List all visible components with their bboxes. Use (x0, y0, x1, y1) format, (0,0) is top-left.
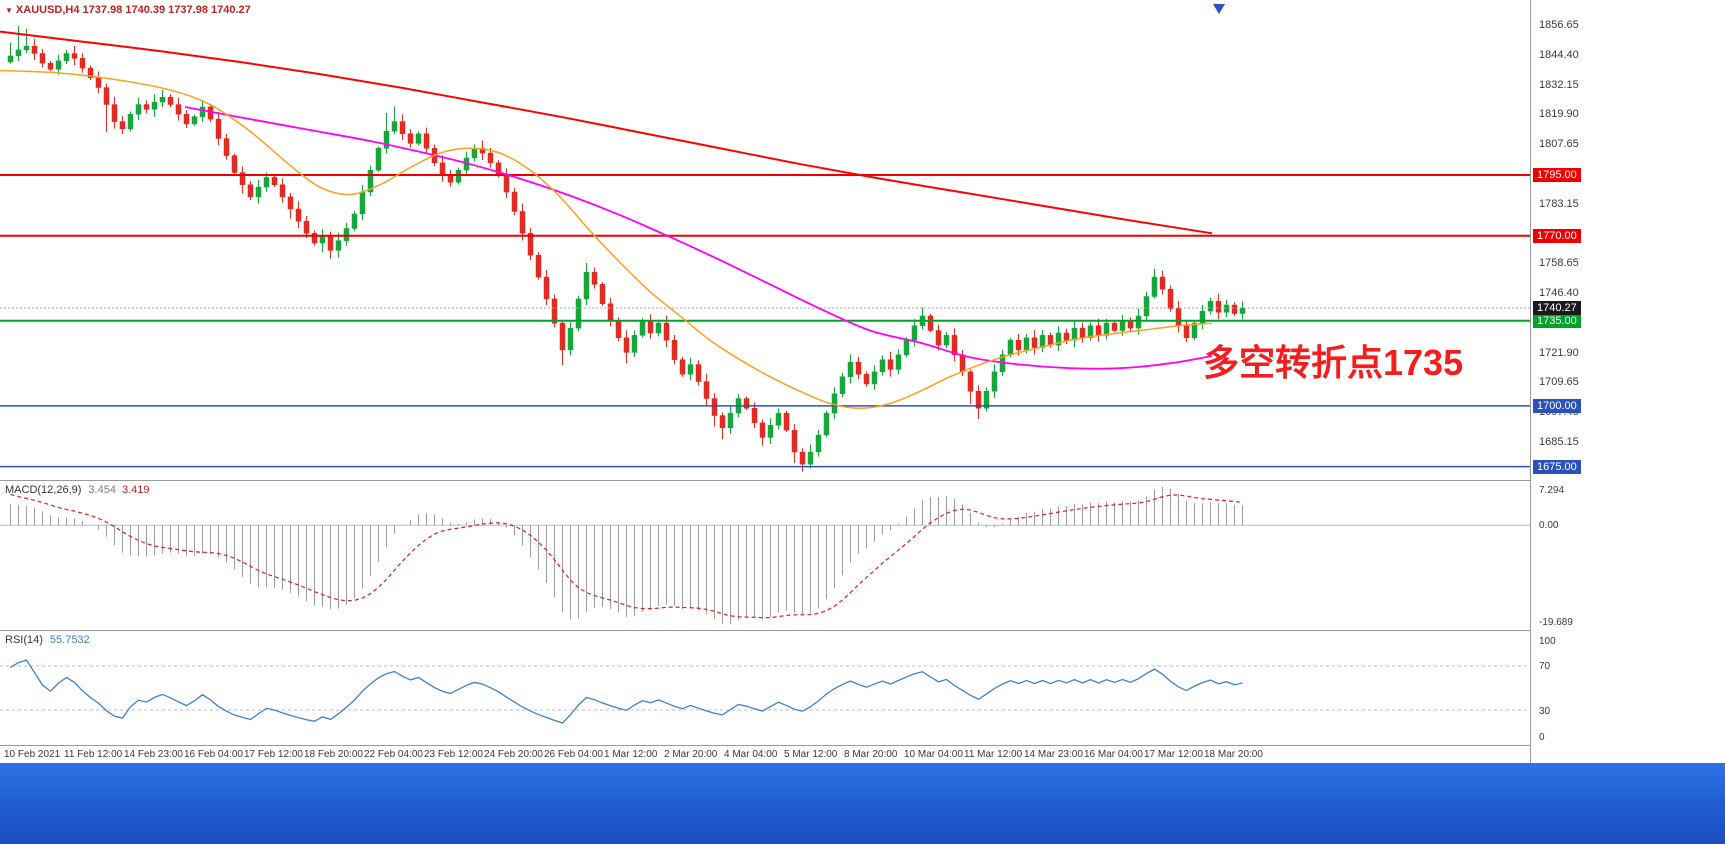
price-pane[interactable]: ▼ XAUUSD,H4 1737.98 1740.39 1737.98 1740.… (0, 0, 1530, 480)
chart-area: ▼ XAUUSD,H4 1737.98 1740.39 1737.98 1740.… (0, 0, 1530, 763)
current-price-badge: 1740.27 (1533, 300, 1581, 315)
macd-chart-canvas[interactable] (0, 481, 1530, 630)
macd-axis-zero: 0.00 (1539, 519, 1559, 531)
price-axis-label: 1685.15 (1539, 435, 1579, 448)
rsi-axis-100: 100 (1539, 636, 1556, 647)
price-level-badge: 1675.00 (1533, 459, 1581, 474)
price-axis-label: 1856.65 (1539, 19, 1579, 32)
rsi-pane[interactable]: RSI(14) 55.7532 (0, 630, 1530, 745)
price-level-badge: 1735.00 (1533, 313, 1581, 328)
macd-header: MACD(12,26,9) 3.454 3.419 (5, 484, 149, 496)
rsi-chart-canvas[interactable] (0, 631, 1530, 745)
price-level-badge: 1795.00 (1533, 168, 1581, 182)
time-axis-label: 5 Mar 12:00 (784, 749, 838, 760)
time-axis-label: 8 Mar 20:00 (844, 749, 898, 760)
rsi-header: RSI(14) 55.7532 (5, 634, 90, 646)
time-axis-label: 1 Mar 12:00 (604, 749, 658, 760)
time-axis[interactable]: 10 Feb 2021 11 Feb 12:00 14 Feb 23:00 16 Fe… (0, 745, 1530, 763)
time-axis-label: 10 Feb 2021 (4, 749, 61, 760)
macd-axis-max: 7.294 (1539, 485, 1565, 496)
macd-signal-value: 3.419 (121, 484, 150, 496)
time-axis-label: 23 Feb 12:00 (424, 749, 483, 760)
chart-shift-marker-icon[interactable] (1213, 4, 1225, 14)
time-axis-label: 24 Feb 20:00 (484, 749, 543, 760)
symbol-marker-icon: ▼ (5, 6, 13, 15)
rsi-axis-30: 30 (1539, 705, 1551, 717)
price-axis-label: 1709.65 (1539, 376, 1579, 389)
time-axis-label: 22 Feb 04:00 (364, 749, 423, 760)
time-axis-label: 18 Feb 20:00 (304, 749, 363, 760)
symbol-ohlc-readout: ▼ XAUUSD,H4 1737.98 1740.39 1737.98 1740.… (5, 4, 251, 16)
price-axis-label: 1758.65 (1539, 257, 1579, 270)
symbol-ohlc-text: XAUUSD,H4 1737.98 1740.39 1737.98 1740.2… (15, 4, 251, 16)
time-axis-label: 4 Mar 04:00 (724, 749, 778, 760)
macd-pane[interactable]: MACD(12,26,9) 3.454 3.419 (0, 480, 1530, 630)
time-axis-label: 11 Feb 12:00 (64, 749, 123, 760)
time-axis-label: 26 Feb 04:00 (544, 749, 603, 760)
time-axis-label: 11 Mar 12:00 (964, 749, 1023, 760)
time-axis-label: 16 Mar 04:00 (1084, 749, 1143, 760)
time-axis-label: 14 Feb 23:00 (124, 749, 183, 760)
bottom-bar (0, 763, 1725, 844)
price-axis-label: 1807.65 (1539, 138, 1579, 151)
trade-note-annotation: 多空转折点1735 (1203, 342, 1464, 383)
time-axis-label: 17 Feb 12:00 (244, 749, 303, 760)
rsi-axis-70: 70 (1539, 661, 1551, 673)
rsi-title: RSI(14) (5, 634, 43, 646)
rsi-axis-0: 0 (1539, 732, 1545, 743)
price-axis-label: 1844.40 (1539, 48, 1579, 61)
price-axis[interactable]: 1856.65 1844.40 1832.15 1819.90 1807.65 1783.… (1530, 0, 1725, 763)
time-axis-label: 10 Mar 04:00 (904, 749, 963, 760)
price-axis-label: 1832.15 (1539, 78, 1579, 91)
price-axis-label: 1746.40 (1539, 287, 1579, 300)
macd-main-value: 3.454 (88, 484, 116, 496)
price-axis-label: 1819.90 (1539, 108, 1579, 121)
time-axis-label: 18 Mar 20:00 (1204, 749, 1263, 760)
macd-title: MACD(12,26,9) (5, 484, 82, 496)
rsi-value: 55.7532 (49, 634, 90, 646)
macd-axis-min: -19.689 (1539, 617, 1573, 628)
price-axis-label: 1783.15 (1539, 197, 1579, 210)
price-level-badge: 1700.00 (1533, 398, 1581, 413)
price-chart-canvas[interactable] (0, 0, 1530, 480)
time-axis-label: 16 Feb 04:00 (184, 749, 243, 760)
price-level-badge: 1770.00 (1533, 228, 1581, 243)
time-axis-label: 2 Mar 20:00 (664, 749, 718, 760)
time-axis-label: 14 Mar 23:00 (1024, 749, 1083, 760)
time-axis-label: 17 Mar 12:00 (1144, 749, 1203, 760)
price-axis-label: 1721.90 (1539, 346, 1579, 359)
